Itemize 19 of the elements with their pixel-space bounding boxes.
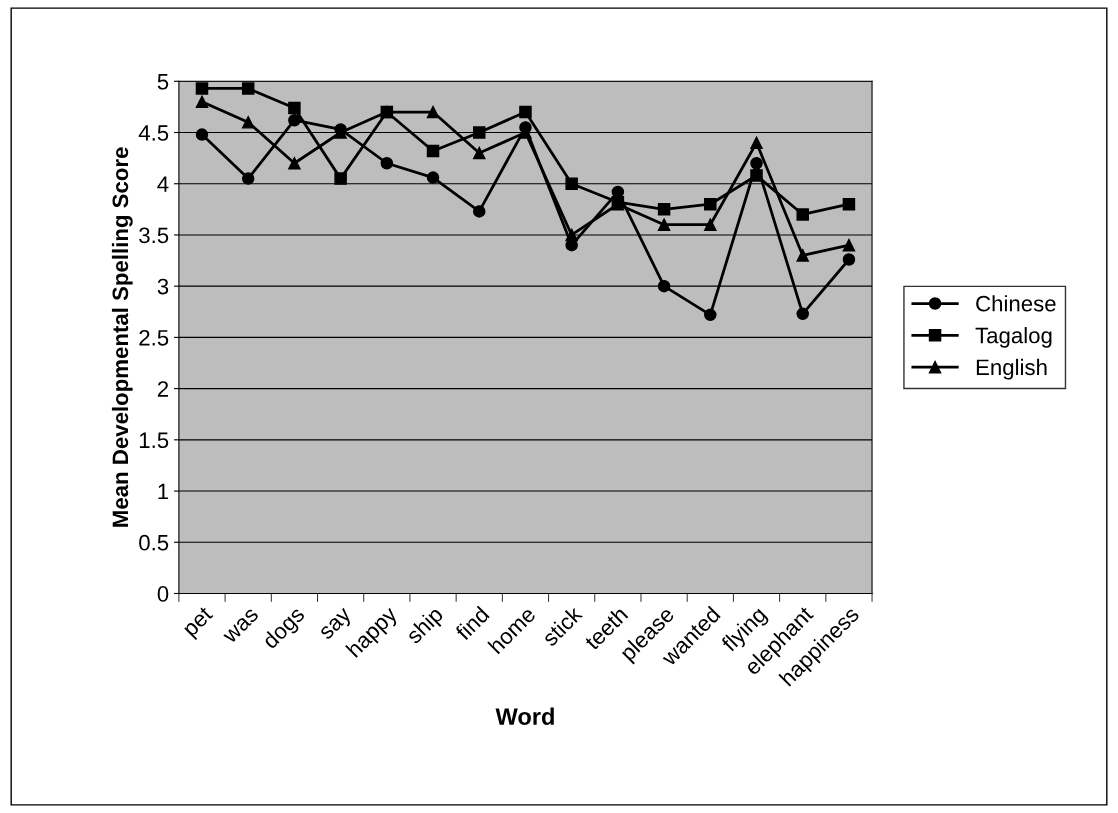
y-tick-label: 0.5 [139,534,169,551]
y-tick-label: 4 [157,176,169,192]
legend-label: English [976,358,1047,380]
y-tick-label: 5 [157,74,169,90]
y-tick-label: 3 [157,278,169,295]
legend-label: Tagalog [975,327,1052,348]
y-tick-label: 2.5 [139,329,169,346]
y-tick-label: 0 [157,586,169,602]
x-tick-label: ship [404,605,448,648]
x-tick-label: pet [182,605,217,641]
legend-label: Chinese [976,295,1056,312]
x-tick-label: was [223,608,260,645]
y-axis-title: Mean Developmental Spelling Score [111,147,133,527]
y-tick-label: 4.5 [138,125,169,141]
y-tick-label: 1 [158,483,169,500]
x-axis-title: Word [495,707,554,725]
y-tick-label: 1.5 [139,432,169,449]
y-tick-label: 3.5 [139,227,169,244]
y-tick-label: 2 [157,381,169,397]
